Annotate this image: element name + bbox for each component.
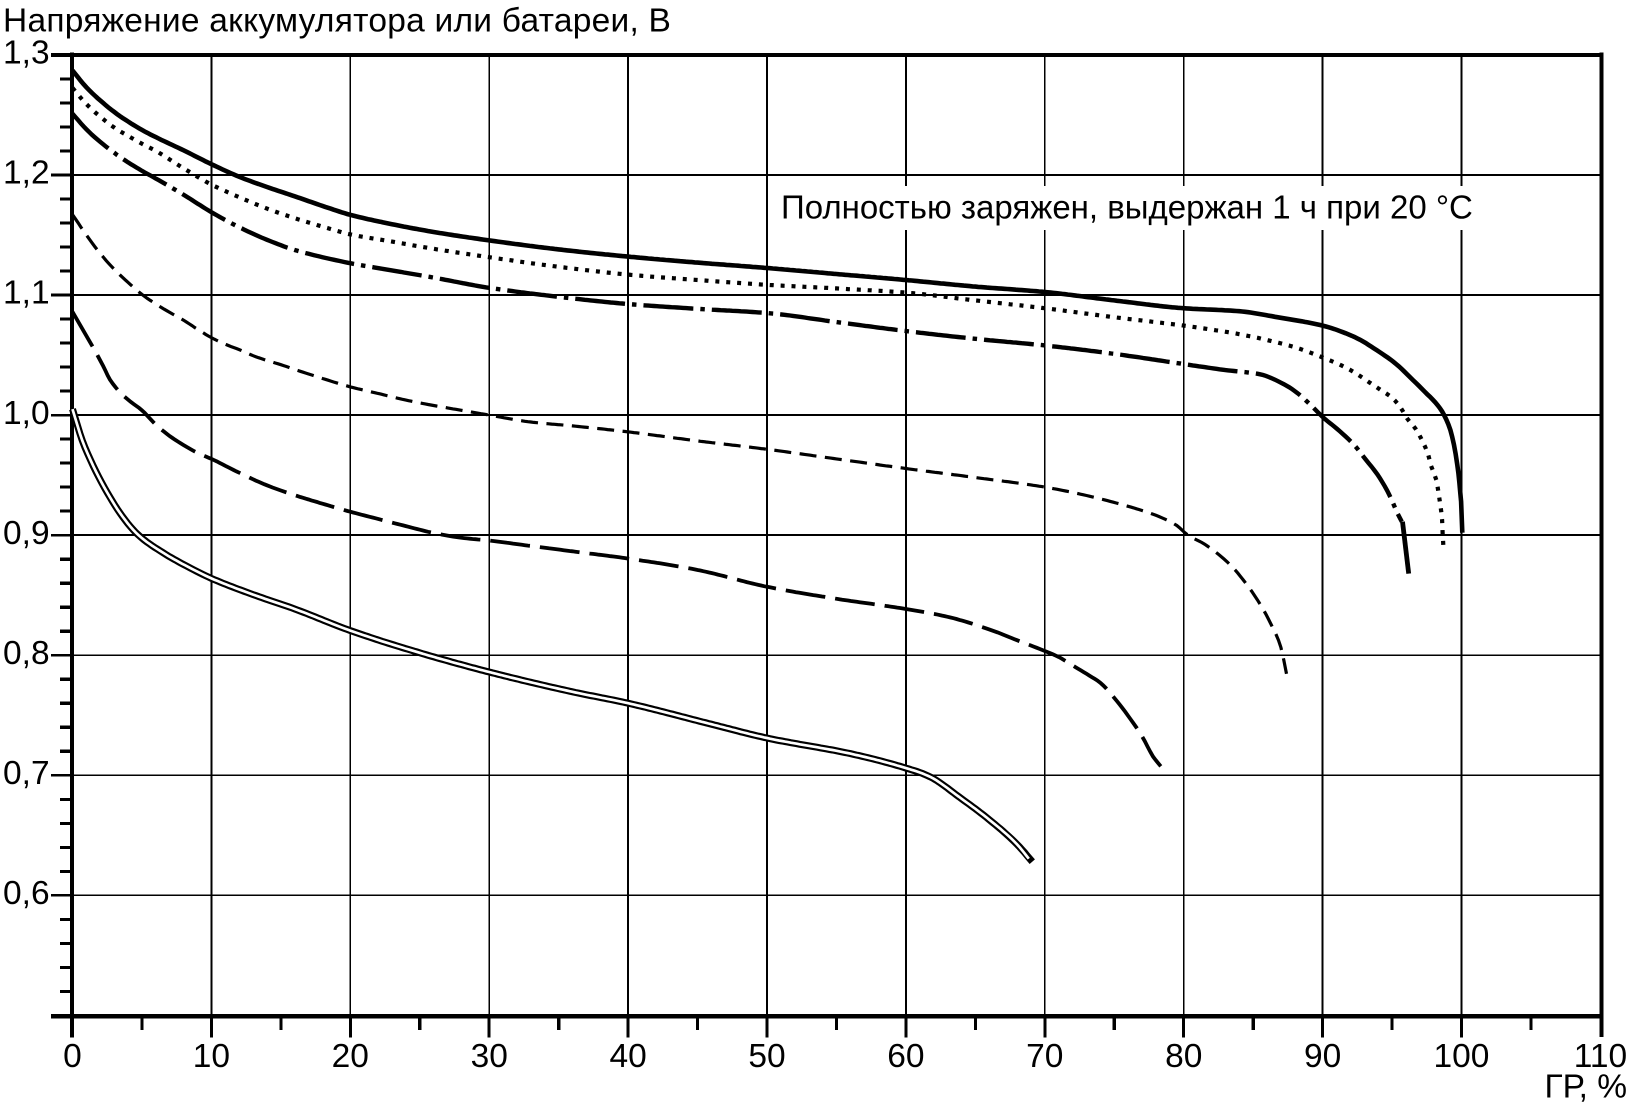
- svg-text:40: 40: [609, 1038, 646, 1075]
- svg-text:1,1: 1,1: [3, 275, 50, 312]
- svg-text:0,9: 0,9: [3, 515, 50, 552]
- svg-text:0,6: 0,6: [3, 875, 50, 912]
- svg-text:0,8: 0,8: [3, 635, 50, 672]
- svg-text:20: 20: [332, 1038, 369, 1075]
- svg-text:30: 30: [471, 1038, 508, 1075]
- svg-text:ГР, %: ГР, %: [1544, 1069, 1627, 1106]
- svg-text:80: 80: [1165, 1038, 1202, 1075]
- svg-text:1,0: 1,0: [3, 395, 50, 432]
- svg-text:90: 90: [1304, 1038, 1341, 1075]
- svg-text:110: 110: [1574, 1038, 1627, 1075]
- svg-text:10: 10: [193, 1038, 230, 1075]
- svg-text:0: 0: [63, 1038, 82, 1075]
- svg-text:100: 100: [1434, 1038, 1490, 1075]
- svg-text:50: 50: [748, 1038, 785, 1075]
- svg-text:60: 60: [887, 1038, 924, 1075]
- svg-text:Напряжение аккумулятора или ба: Напряжение аккумулятора или батареи, В: [3, 3, 671, 40]
- svg-text:Полностью заряжен, выдержан 1: Полностью заряжен, выдержан 1 ч при 20 °…: [781, 189, 1473, 226]
- svg-text:1,3: 1,3: [3, 35, 50, 72]
- svg-text:70: 70: [1026, 1038, 1063, 1075]
- svg-text:1,2: 1,2: [3, 155, 50, 192]
- svg-text:0,7: 0,7: [3, 755, 50, 792]
